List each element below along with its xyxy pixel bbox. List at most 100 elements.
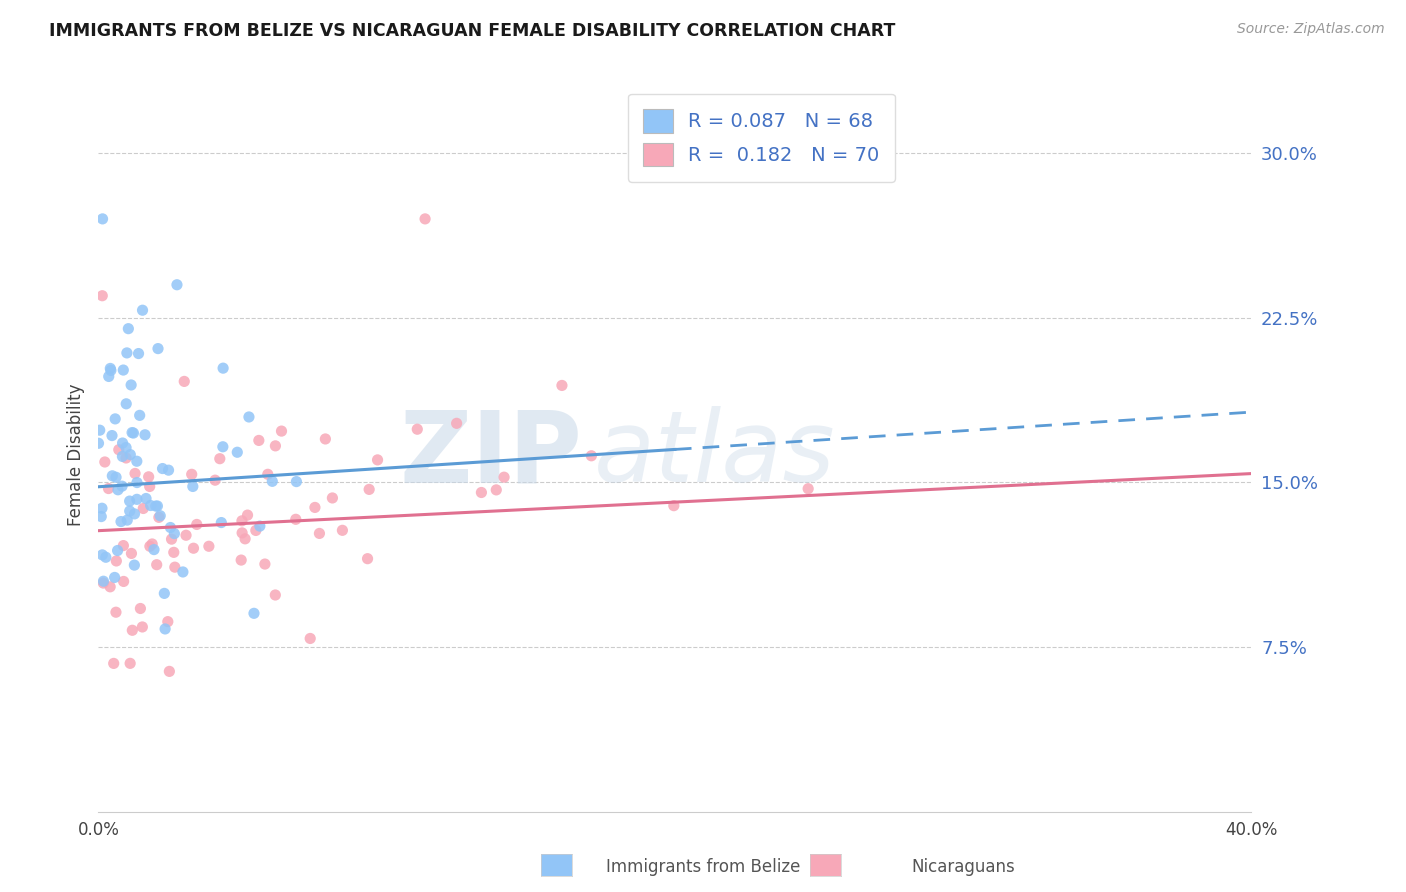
Point (285, 475, 308, 489)
Point (104, 412, 127, 426)
Point (94, 550, 117, 565)
Point (120, 378, 142, 392)
Point (174, 528, 197, 542)
Point (485, 483, 508, 497)
Point (446, 417, 468, 431)
Point (249, 519, 271, 533)
Point (146, 499, 169, 513)
Point (117, 321, 139, 335)
Point (124, 558, 146, 573)
Point (308, 526, 330, 541)
Point (163, 526, 186, 541)
Point (107, 483, 129, 497)
Point (111, 450, 134, 464)
Point (209, 516, 232, 530)
Point (181, 479, 204, 493)
Point (356, 551, 378, 566)
Point (98, 361, 121, 376)
Point (145, 499, 167, 513)
Text: atlas: atlas (595, 407, 835, 503)
Point (104, 570, 127, 584)
Point (105, 470, 128, 484)
Point (112, 539, 135, 553)
Point (120, 448, 142, 462)
Point (253, 557, 276, 571)
Point (107, 543, 129, 558)
Point (121, 425, 143, 440)
Point (103, 657, 125, 671)
Point (413, 211, 436, 226)
Point (314, 432, 336, 446)
Point (332, 524, 354, 538)
Point (131, 303, 153, 318)
Y-axis label: Female Disability: Female Disability (66, 384, 84, 526)
Point (124, 507, 146, 521)
Point (94, 455, 117, 469)
Point (198, 539, 221, 553)
Point (157, 463, 180, 477)
Point (226, 445, 249, 459)
Point (101, 428, 124, 442)
Point (115, 346, 138, 360)
Point (138, 479, 160, 493)
Point (111, 479, 134, 493)
Point (118, 494, 141, 508)
Point (118, 504, 141, 518)
Point (270, 424, 292, 438)
Point (98, 580, 121, 594)
Point (91, 548, 114, 562)
Point (153, 622, 176, 636)
Point (112, 363, 135, 377)
Text: Immigrants from Belize: Immigrants from Belize (606, 858, 800, 876)
Point (367, 453, 389, 467)
Point (264, 588, 287, 602)
Point (120, 546, 142, 560)
Point (173, 375, 195, 389)
Point (406, 422, 429, 436)
Point (264, 439, 287, 453)
Point (163, 545, 186, 559)
Point (91, 576, 114, 591)
Point (299, 632, 322, 646)
Point (233, 532, 256, 546)
Point (141, 537, 163, 551)
Point (212, 361, 235, 376)
Point (321, 491, 343, 505)
Point (111, 436, 134, 450)
Point (97, 369, 120, 384)
Point (117, 513, 139, 527)
Point (256, 467, 278, 482)
Point (231, 525, 253, 540)
Point (110, 515, 132, 529)
Point (135, 491, 157, 506)
Point (128, 346, 150, 360)
Point (156, 615, 179, 629)
Point (262, 475, 284, 489)
Point (139, 539, 162, 553)
Point (115, 441, 138, 455)
Point (115, 450, 138, 465)
Point (236, 508, 259, 522)
Point (304, 500, 326, 515)
Point (129, 601, 152, 615)
Point (149, 508, 172, 523)
Point (91, 289, 114, 303)
Point (107, 442, 129, 457)
Point (89, 423, 111, 437)
Point (211, 440, 233, 454)
Text: Nicaraguans: Nicaraguans (911, 858, 1015, 876)
Point (494, 470, 516, 484)
Point (284, 512, 307, 526)
Point (153, 586, 176, 600)
Point (157, 665, 180, 679)
Point (97, 482, 120, 496)
Point (166, 277, 188, 292)
Point (180, 467, 202, 482)
Point (186, 517, 208, 532)
Point (124, 467, 146, 481)
Point (125, 454, 148, 468)
Point (120, 657, 142, 671)
Point (131, 620, 153, 634)
Point (247, 434, 270, 448)
Point (121, 624, 143, 638)
